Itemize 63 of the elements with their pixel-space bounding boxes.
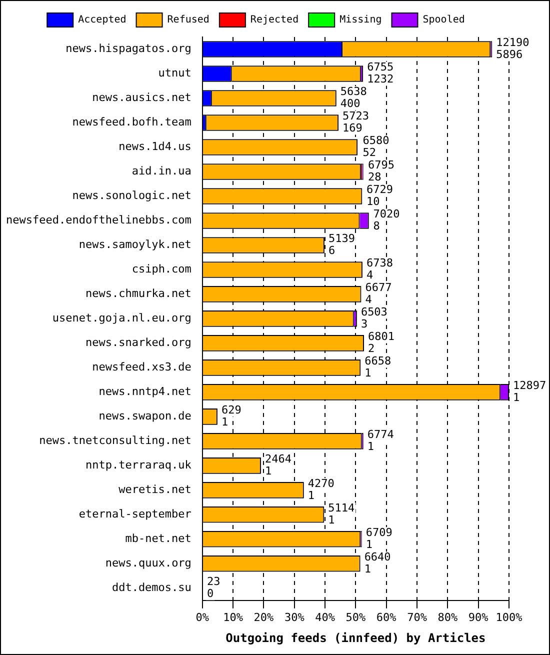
y-tick-label: aid.in.ua bbox=[132, 164, 192, 178]
y-tick-label: mb-net.net bbox=[125, 532, 192, 546]
legend-label: Accepted bbox=[78, 14, 126, 26]
annotation: 6709 1 bbox=[366, 526, 392, 552]
annotation: 12190 5896 bbox=[496, 36, 530, 62]
y-tick-label: news.swapon.de bbox=[98, 410, 192, 423]
annotation: 7020 8 bbox=[373, 208, 400, 233]
y-tick-label: news.ausics.net bbox=[92, 91, 192, 104]
annotation: 6677 4 bbox=[365, 281, 392, 306]
x-tick-label: 60% bbox=[376, 610, 397, 624]
y-tick-label: weretis.net bbox=[118, 483, 192, 496]
y-tick-label: news.snarked.org bbox=[85, 336, 192, 350]
annotation: 6640 1 bbox=[364, 550, 391, 576]
x-tick-label: 0% bbox=[196, 610, 210, 624]
y-tick-label: news.samoylyk.net bbox=[78, 238, 192, 252]
x-tick-label: 80% bbox=[438, 610, 458, 624]
annotation: 5638 400 bbox=[340, 85, 367, 110]
y-tick-label: ddt.demos.su bbox=[112, 581, 192, 594]
y-tick-label: newsfeed.xs3.de bbox=[92, 360, 192, 374]
x-tick-label: 30% bbox=[284, 610, 305, 624]
x-tick-label: 100% bbox=[496, 610, 523, 624]
annotation: 5723 169 bbox=[342, 110, 370, 135]
y-tick-label: news.1d4.us bbox=[118, 140, 192, 154]
annotation: 2464 1 bbox=[264, 452, 292, 478]
legend-label: Rejected bbox=[250, 14, 299, 26]
annotation: 6774 1 bbox=[367, 428, 394, 454]
annotation: 6755 1232 bbox=[367, 60, 394, 86]
annotation: 6658 1 bbox=[364, 354, 392, 380]
annotation: 5139 6 bbox=[328, 232, 355, 258]
x-tick-label: 50% bbox=[346, 610, 366, 624]
annotation: 12897 1 bbox=[513, 379, 546, 404]
y-tick-label: nntp.terraraq.uk bbox=[85, 458, 192, 472]
x-axis-title: Outgoing feeds (innfeed) by Articles bbox=[226, 630, 486, 645]
y-tick-label: news.chmurka.net bbox=[85, 287, 192, 300]
annotation: 5114 1 bbox=[328, 502, 356, 527]
annotation: 6580 52 bbox=[362, 134, 390, 160]
y-tick-label: newsfeed.bofh.team bbox=[72, 116, 192, 129]
x-tick-label: 90% bbox=[468, 610, 489, 624]
legend-label: Spooled bbox=[422, 14, 465, 26]
annotation: 6729 10 bbox=[366, 183, 393, 208]
annotation: 4270 1 bbox=[308, 477, 334, 502]
y-tick-label: eternal-september bbox=[78, 508, 192, 521]
y-tick-label: usenet.goja.nl.eu.org bbox=[52, 312, 192, 325]
y-tick-label: news.nntp4.net bbox=[98, 385, 192, 398]
x-tick-label: 40% bbox=[315, 610, 336, 624]
annotation: 23 0 bbox=[207, 575, 220, 600]
annotation: 629 1 bbox=[221, 404, 242, 429]
y-tick-label: csiph.com bbox=[132, 262, 192, 276]
y-tick-label: newsfeed.endofthelinebbs.com bbox=[6, 214, 192, 227]
annotation: 6503 3 bbox=[360, 306, 388, 331]
legend-label: Refused bbox=[167, 14, 210, 26]
annotation: 6801 2 bbox=[368, 330, 394, 356]
y-tick-label: news.hispagatos.org bbox=[66, 42, 192, 56]
y-tick-label: news.sonologic.net bbox=[72, 189, 192, 202]
legend-label: Missing bbox=[340, 14, 382, 26]
x-tick-label: 70% bbox=[407, 610, 428, 624]
annotation: 6795 28 bbox=[368, 158, 394, 184]
y-tick-label: news.tnetconsulting.net bbox=[39, 434, 192, 448]
y-tick-label: utnut bbox=[158, 66, 192, 80]
x-tick-label: 20% bbox=[254, 610, 274, 624]
annotation: 6738 4 bbox=[366, 256, 393, 282]
x-tick-label: 10% bbox=[223, 610, 244, 624]
y-tick-label: news.quux.org bbox=[105, 556, 192, 570]
